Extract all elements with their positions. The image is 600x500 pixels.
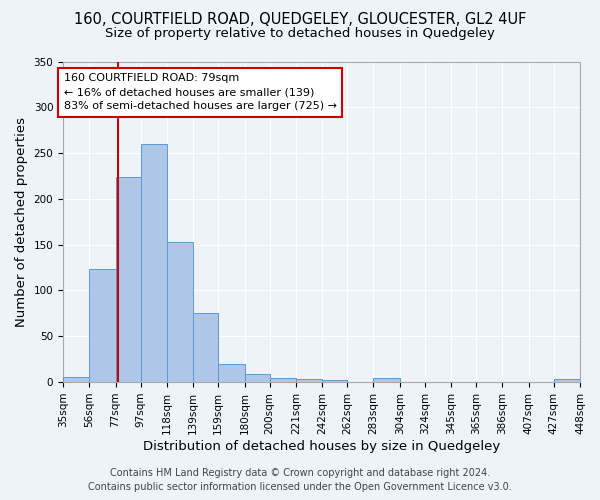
Bar (245, 374, 269, 382)
Bar (116, 177, 140, 382)
Bar (140, 144, 167, 382)
Text: 160 COURTFIELD ROAD: 79sqm
← 16% of detached houses are smaller (139)
83% of sem: 160 COURTFIELD ROAD: 79sqm ← 16% of deta… (64, 74, 337, 112)
Y-axis label: Number of detached properties: Number of detached properties (15, 117, 28, 327)
Bar (373, 378, 400, 382)
Bar (193, 314, 218, 382)
Text: Contains HM Land Registry data © Crown copyright and database right 2024.
Contai: Contains HM Land Registry data © Crown c… (88, 468, 512, 492)
Text: 160, COURTFIELD ROAD, QUEDGELEY, GLOUCESTER, GL2 4UF: 160, COURTFIELD ROAD, QUEDGELEY, GLOUCES… (74, 12, 526, 28)
Bar (269, 378, 296, 382)
Bar (218, 364, 245, 382)
Text: Size of property relative to detached houses in Quedgeley: Size of property relative to detached ho… (105, 28, 495, 40)
Bar (167, 242, 193, 382)
Bar (296, 380, 322, 382)
Bar (554, 380, 580, 382)
X-axis label: Distribution of detached houses by size in Quedgeley: Distribution of detached houses by size … (143, 440, 500, 452)
Bar (322, 380, 347, 382)
Bar (63, 376, 89, 382)
Bar (89, 270, 116, 382)
